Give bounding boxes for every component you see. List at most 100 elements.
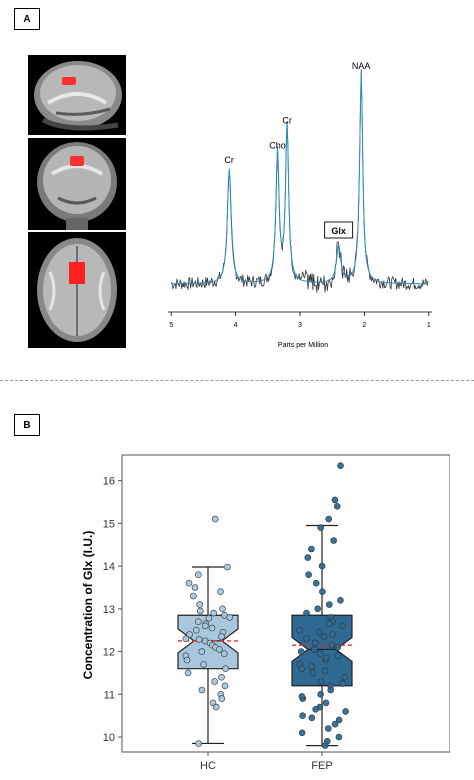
data-point-hc bbox=[190, 592, 197, 600]
data-point-fep bbox=[339, 622, 346, 630]
data-point-fep bbox=[297, 648, 305, 655]
data-point-fep bbox=[325, 620, 333, 628]
peak-label: NAA bbox=[352, 61, 371, 71]
data-point-hc bbox=[193, 626, 200, 634]
data-point-fep bbox=[303, 609, 310, 617]
data-point-fep bbox=[331, 496, 339, 504]
data-point-fep bbox=[335, 716, 343, 724]
data-point-fep bbox=[334, 644, 342, 651]
spectrum-x-axis-label: Parts per Million bbox=[278, 342, 328, 349]
data-point-fep bbox=[337, 597, 344, 604]
data-point-fep bbox=[323, 654, 330, 662]
data-point-hc bbox=[224, 563, 231, 571]
data-point-hc bbox=[218, 695, 226, 702]
data-point-hc bbox=[195, 618, 202, 625]
data-point-hc bbox=[226, 614, 233, 621]
data-point-fep bbox=[342, 708, 349, 715]
data-point-hc bbox=[216, 646, 223, 653]
data-point-fep bbox=[337, 462, 344, 470]
voi-marker bbox=[69, 262, 85, 284]
data-point-fep bbox=[319, 588, 326, 595]
data-point-fep bbox=[334, 652, 342, 660]
peak-label-box bbox=[324, 221, 354, 239]
data-point-fep bbox=[298, 665, 305, 672]
data-point-hc bbox=[221, 682, 229, 690]
data-point-hc bbox=[208, 624, 216, 632]
spectrum-x-tick-label: 1 bbox=[427, 322, 431, 329]
data-point-hc bbox=[197, 607, 204, 615]
y-tick-label: 10 bbox=[103, 732, 115, 744]
data-point-hc bbox=[191, 584, 199, 591]
data-point-fep bbox=[316, 629, 323, 636]
panel-b-label: B bbox=[14, 414, 40, 436]
data-point-hc bbox=[182, 635, 190, 643]
data-point-fep bbox=[305, 571, 312, 578]
data-point-hc bbox=[198, 686, 206, 694]
data-point-fep bbox=[296, 626, 303, 634]
y-tick-label: 16 bbox=[103, 476, 115, 488]
data-point-fep bbox=[325, 515, 333, 523]
spectrum-x-tick-label: 4 bbox=[234, 322, 238, 329]
data-point-fep bbox=[316, 650, 324, 657]
y-tick-label: 12 bbox=[103, 647, 115, 659]
data-point-fep bbox=[308, 714, 316, 722]
data-point-fep bbox=[303, 635, 310, 643]
data-point-fep bbox=[308, 545, 315, 553]
y-tick-label: 11 bbox=[104, 689, 115, 701]
spectrum-fit-line bbox=[171, 74, 428, 285]
data-point-hc bbox=[220, 650, 228, 657]
data-point-fep bbox=[308, 663, 315, 670]
data-point-fep bbox=[339, 680, 346, 687]
data-point-fep bbox=[314, 605, 321, 613]
data-point-hc bbox=[185, 579, 193, 587]
x-tick-label: FEP bbox=[311, 760, 332, 772]
data-point-hc bbox=[218, 673, 225, 681]
data-point-hc bbox=[222, 665, 229, 672]
panel-a-label: A bbox=[14, 8, 40, 30]
spectrum-x-tick-label: 3 bbox=[298, 322, 302, 329]
y-tick-label: 13 bbox=[103, 604, 115, 616]
data-point-hc bbox=[183, 656, 191, 664]
data-point-hc bbox=[195, 571, 202, 578]
data-point-fep bbox=[299, 712, 306, 720]
mri-coronal-image bbox=[28, 138, 126, 230]
data-point-hc bbox=[205, 614, 213, 622]
data-point-fep bbox=[331, 720, 339, 728]
data-point-fep bbox=[328, 641, 336, 649]
data-point-fep bbox=[322, 699, 330, 707]
y-tick-label: 15 bbox=[103, 518, 115, 530]
data-point-fep bbox=[311, 646, 318, 653]
spectrum-raw-line bbox=[170, 69, 429, 293]
peak-label: Cr bbox=[224, 155, 234, 165]
voi-marker bbox=[62, 77, 76, 85]
data-point-fep bbox=[327, 686, 335, 694]
data-point-hc bbox=[212, 703, 220, 711]
data-point-fep bbox=[324, 725, 332, 732]
mrs-spectrum-chart: 5 4 3 2 1 Cr Cho Cr Glx NAA Parts per Million bbox=[168, 61, 432, 349]
data-point-hc bbox=[217, 588, 224, 595]
data-point-fep bbox=[298, 729, 306, 737]
data-point-hc bbox=[211, 678, 218, 685]
x-tick-label: HC bbox=[200, 760, 216, 772]
peak-label: Glx bbox=[331, 226, 346, 236]
glx-boxplot-chart: Concentration of Glx (I.U.) 10 11 12 13 14 15… bbox=[81, 454, 450, 772]
data-point-hc bbox=[210, 609, 217, 617]
data-point-fep bbox=[311, 639, 319, 647]
spectrum-x-tick-label: 5 bbox=[169, 322, 173, 329]
y-tick-label: 14 bbox=[103, 561, 115, 573]
data-point-fep bbox=[333, 502, 341, 510]
data-point-hc bbox=[211, 515, 219, 523]
data-point-fep bbox=[325, 601, 333, 608]
data-point-fep bbox=[321, 742, 329, 749]
data-point-hc bbox=[219, 605, 226, 613]
data-point-hc bbox=[202, 622, 209, 630]
panel-divider bbox=[0, 380, 474, 381]
spectrum-x-tick-label: 2 bbox=[362, 322, 366, 329]
data-point-hc bbox=[195, 740, 202, 747]
boxplot-y-axis-label: Concentration of Glx (I.U.) bbox=[81, 531, 95, 680]
data-point-hc bbox=[200, 661, 207, 668]
data-point-fep bbox=[329, 631, 336, 638]
data-point-hc bbox=[218, 633, 225, 640]
data-point-fep bbox=[312, 579, 320, 587]
voi-marker bbox=[70, 156, 84, 166]
